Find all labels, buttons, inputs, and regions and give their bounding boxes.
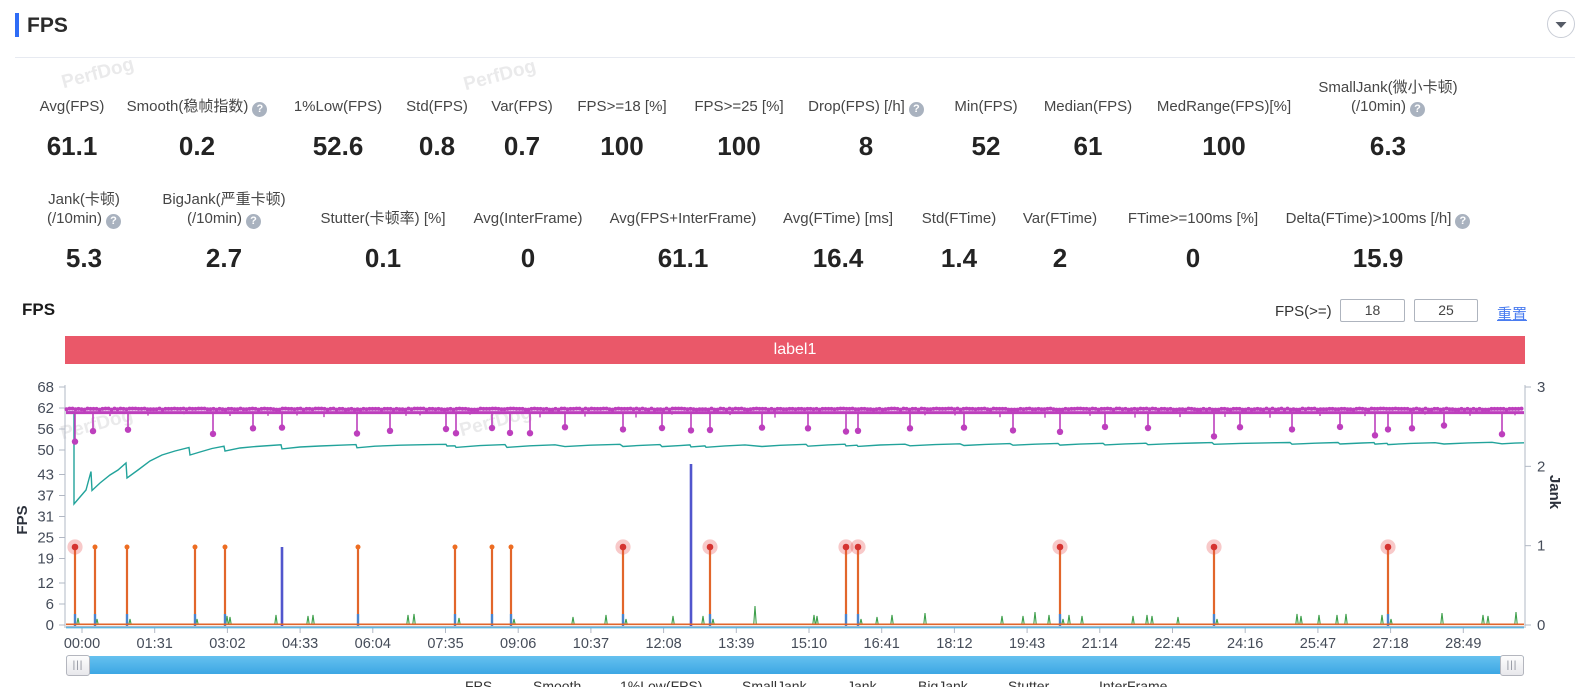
svg-text:24:16: 24:16 [1227,636,1263,652]
svg-text:27:18: 27:18 [1372,636,1408,652]
svg-text:2: 2 [1537,458,1545,475]
svg-text:01:31: 01:31 [137,636,173,652]
svg-text:12: 12 [37,575,54,592]
svg-text:03:02: 03:02 [209,636,245,652]
svg-text:12:08: 12:08 [645,636,681,652]
svg-text:43: 43 [37,467,54,484]
svg-text:10:37: 10:37 [573,636,609,652]
svg-text:62: 62 [37,400,54,417]
svg-text:00:00: 00:00 [64,636,100,652]
svg-text:09:06: 09:06 [500,636,536,652]
svg-text:1: 1 [1537,538,1545,555]
svg-text:3: 3 [1537,379,1545,396]
svg-text:28:49: 28:49 [1445,636,1481,652]
svg-text:0: 0 [46,617,54,634]
svg-text:07:35: 07:35 [427,636,463,652]
svg-text:19:43: 19:43 [1009,636,1045,652]
svg-text:22:45: 22:45 [1154,636,1190,652]
svg-text:50: 50 [37,442,54,459]
svg-text:19: 19 [37,551,54,568]
svg-text:FPS: FPS [14,505,31,534]
svg-text:18:12: 18:12 [936,636,972,652]
svg-text:21:14: 21:14 [1082,636,1118,652]
svg-text:Jank: Jank [1546,475,1563,510]
svg-text:37: 37 [37,488,54,505]
svg-text:25: 25 [37,530,54,547]
svg-text:04:33: 04:33 [282,636,318,652]
svg-text:68: 68 [37,379,54,396]
svg-text:0: 0 [1537,617,1545,634]
svg-text:15:10: 15:10 [791,636,827,652]
svg-text:6: 6 [46,596,54,613]
svg-text:13:39: 13:39 [718,636,754,652]
svg-text:16:41: 16:41 [864,636,900,652]
svg-text:31: 31 [37,509,54,526]
svg-text:56: 56 [37,421,54,438]
svg-text:25:47: 25:47 [1300,636,1336,652]
svg-text:06:04: 06:04 [355,636,391,652]
